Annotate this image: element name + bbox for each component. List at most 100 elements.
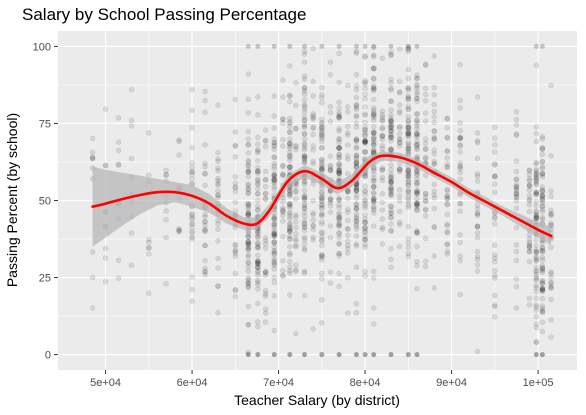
- data-point: [128, 155, 135, 162]
- data-point: [301, 123, 308, 129]
- data-point: [422, 91, 429, 98]
- data-point: [189, 220, 195, 226]
- data-point: [539, 328, 546, 335]
- data-point: [301, 205, 308, 212]
- data-point: [319, 221, 325, 227]
- data-point: [370, 138, 377, 145]
- data-point: [362, 241, 368, 248]
- data-point: [526, 172, 533, 178]
- data-point: [526, 167, 533, 174]
- data-point: [302, 352, 308, 358]
- data-point: [431, 147, 438, 153]
- data-point: [271, 279, 277, 286]
- data-point: [353, 300, 360, 307]
- data-point: [533, 176, 540, 182]
- data-point: [287, 226, 293, 232]
- data-point: [255, 264, 261, 271]
- data-point: [215, 217, 221, 224]
- data-point: [533, 277, 540, 283]
- data-point: [271, 251, 277, 257]
- data-point: [189, 160, 195, 166]
- data-point: [539, 146, 546, 152]
- data-point: [405, 168, 412, 174]
- data-point: [362, 192, 368, 198]
- data-point: [353, 43, 359, 49]
- data-point: [362, 201, 368, 207]
- data-point: [362, 139, 368, 145]
- data-point: [539, 184, 546, 190]
- data-point: [539, 206, 546, 213]
- data-point: [414, 143, 420, 149]
- data-point: [539, 197, 546, 203]
- data-point: [526, 167, 533, 174]
- data-point: [189, 274, 195, 280]
- data-point: [255, 286, 261, 292]
- data-point: [371, 43, 377, 49]
- data-point: [444, 196, 450, 202]
- data-point: [319, 229, 325, 235]
- data-point: [262, 137, 269, 144]
- data-point: [539, 240, 546, 246]
- data-point: [271, 154, 277, 160]
- data-point: [414, 195, 420, 202]
- data-point: [353, 310, 360, 316]
- data-point: [457, 200, 463, 207]
- data-point: [336, 204, 342, 211]
- data-point: [526, 209, 533, 215]
- data-point: [336, 214, 342, 221]
- data-point: [262, 272, 269, 279]
- data-point: [319, 145, 325, 151]
- data-point: [345, 217, 351, 224]
- data-point: [280, 198, 286, 205]
- data-point: [388, 107, 394, 113]
- data-point: [336, 170, 342, 177]
- data-point: [345, 310, 351, 316]
- data-point: [362, 139, 368, 146]
- data-point: [539, 159, 546, 165]
- data-point: [414, 117, 420, 124]
- data-point: [353, 164, 360, 170]
- data-point: [336, 222, 342, 228]
- data-point: [301, 73, 308, 79]
- data-point: [163, 208, 169, 214]
- data-point: [271, 266, 277, 272]
- data-point: [526, 243, 533, 250]
- data-point: [255, 197, 261, 204]
- data-point: [422, 61, 429, 68]
- data-point: [310, 181, 316, 187]
- data-point: [255, 94, 261, 100]
- data-point: [232, 188, 239, 195]
- data-point: [533, 191, 540, 198]
- data-point: [353, 205, 360, 212]
- data-point: [513, 176, 520, 183]
- data-point: [301, 144, 308, 151]
- data-point: [414, 72, 420, 78]
- data-point: [345, 225, 351, 232]
- data-point: [280, 77, 286, 83]
- data-point: [255, 260, 261, 267]
- data-point: [414, 243, 420, 250]
- data-point: [405, 198, 412, 205]
- data-point: [405, 149, 412, 155]
- data-point: [539, 288, 546, 295]
- data-point: [336, 154, 342, 161]
- data-point: [255, 170, 261, 176]
- data-point: [232, 250, 239, 256]
- data-point: [370, 177, 377, 184]
- data-point: [245, 142, 252, 148]
- data-point: [262, 168, 269, 175]
- data-point: [388, 85, 394, 92]
- data-point: [370, 196, 377, 202]
- data-point: [533, 268, 540, 275]
- data-point: [414, 89, 420, 95]
- data-point: [414, 352, 420, 358]
- data-point: [431, 158, 438, 165]
- data-point: [414, 130, 420, 136]
- data-point: [539, 170, 546, 177]
- data-point: [255, 203, 261, 210]
- data-point: [353, 159, 360, 166]
- data-point: [405, 96, 412, 102]
- data-point: [405, 103, 412, 109]
- data-point: [353, 214, 360, 220]
- data-point: [533, 199, 540, 205]
